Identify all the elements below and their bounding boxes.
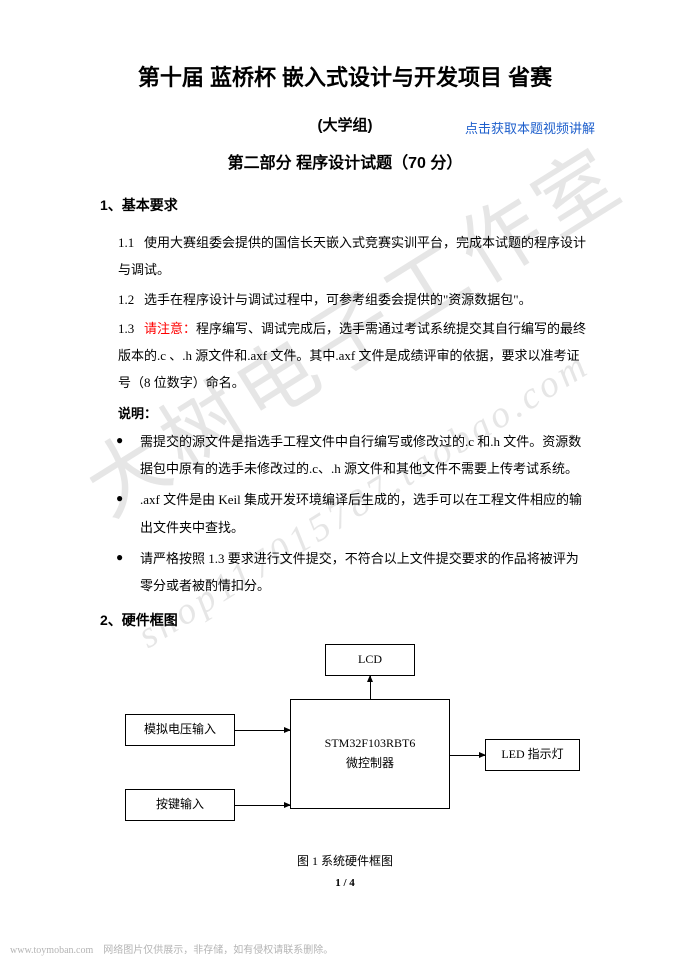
page-number: 1 / 4 [100, 877, 590, 889]
arrow-mcu-lcd [370, 676, 371, 699]
box-lcd: LCD [325, 644, 415, 676]
mcu-line2: 微控制器 [325, 754, 416, 773]
para-1-1: 1.1使用大赛组委会提供的国信长天嵌入式竞赛实训平台，完成本试题的程序设计与调试… [100, 229, 590, 284]
box-key-input: 按键输入 [125, 789, 235, 821]
section-header: 第二部分 程序设计试题（70 分） [100, 149, 590, 173]
num-1-1: 1.1 [118, 229, 144, 256]
diagram-caption: 图 1 系统硬件框图 [125, 852, 565, 869]
video-link[interactable]: 点击获取本题视频讲解 [465, 118, 595, 137]
note-label: 说明： [118, 403, 590, 422]
hardware-diagram: LCD 模拟电压输入 按键输入 STM32F103RBT6 微控制器 LED 指… [125, 644, 565, 869]
text-1-1: 使用大赛组委会提供的国信长天嵌入式竞赛实训平台，完成本试题的程序设计与调试。 [118, 235, 586, 277]
arrow-keys-mcu [235, 805, 290, 806]
text-1-2: 选手在程序设计与调试过程中，可参考组委会提供的"资源数据包"。 [144, 292, 532, 307]
text-1-3-red: 请注意： [144, 321, 196, 336]
bullet-list: 需提交的源文件是指选手工程文件中自行编写或修改过的.c 和.h 文件。资源数据包… [100, 428, 590, 600]
footer-text: www.toymoban.com 网络图片仅供展示，非存储，如有侵权请联系删除。 [0, 941, 680, 956]
box-led: LED 指示灯 [485, 739, 580, 771]
bullet-1: 需提交的源文件是指选手工程文件中自行编写或修改过的.c 和.h 文件。资源数据包… [140, 428, 590, 483]
heading-hardware: 2、硬件框图 [100, 610, 590, 630]
mcu-line1: STM32F103RBT6 [325, 734, 416, 753]
para-1-2: 1.2选手在程序设计与调试过程中，可参考组委会提供的"资源数据包"。 [100, 286, 590, 313]
num-1-3: 1.3 [118, 315, 144, 342]
heading-requirements: 1、基本要求 [100, 195, 590, 215]
box-analog-input: 模拟电压输入 [125, 714, 235, 746]
box-mcu: STM32F103RBT6 微控制器 [290, 699, 450, 809]
doc-title: 第十届 蓝桥杯 嵌入式设计与开发项目 省赛 [100, 60, 590, 92]
bullet-2: .axf 文件是由 Keil 集成开发环境编译后生成的，选手可以在工程文件相应的… [140, 486, 590, 541]
arrow-analog-mcu [235, 730, 290, 731]
arrow-mcu-led [450, 755, 485, 756]
num-1-2: 1.2 [118, 286, 144, 313]
page-content: 第十届 蓝桥杯 嵌入式设计与开发项目 省赛 (大学组) 点击获取本题视频讲解 第… [0, 0, 680, 909]
para-1-3: 1.3请注意：程序编写、调试完成后，选手需通过考试系统提交其自行编写的最终版本的… [100, 315, 590, 397]
bullet-3: 请严格按照 1.3 要求进行文件提交，不符合以上文件提交要求的作品将被评为零分或… [140, 545, 590, 600]
